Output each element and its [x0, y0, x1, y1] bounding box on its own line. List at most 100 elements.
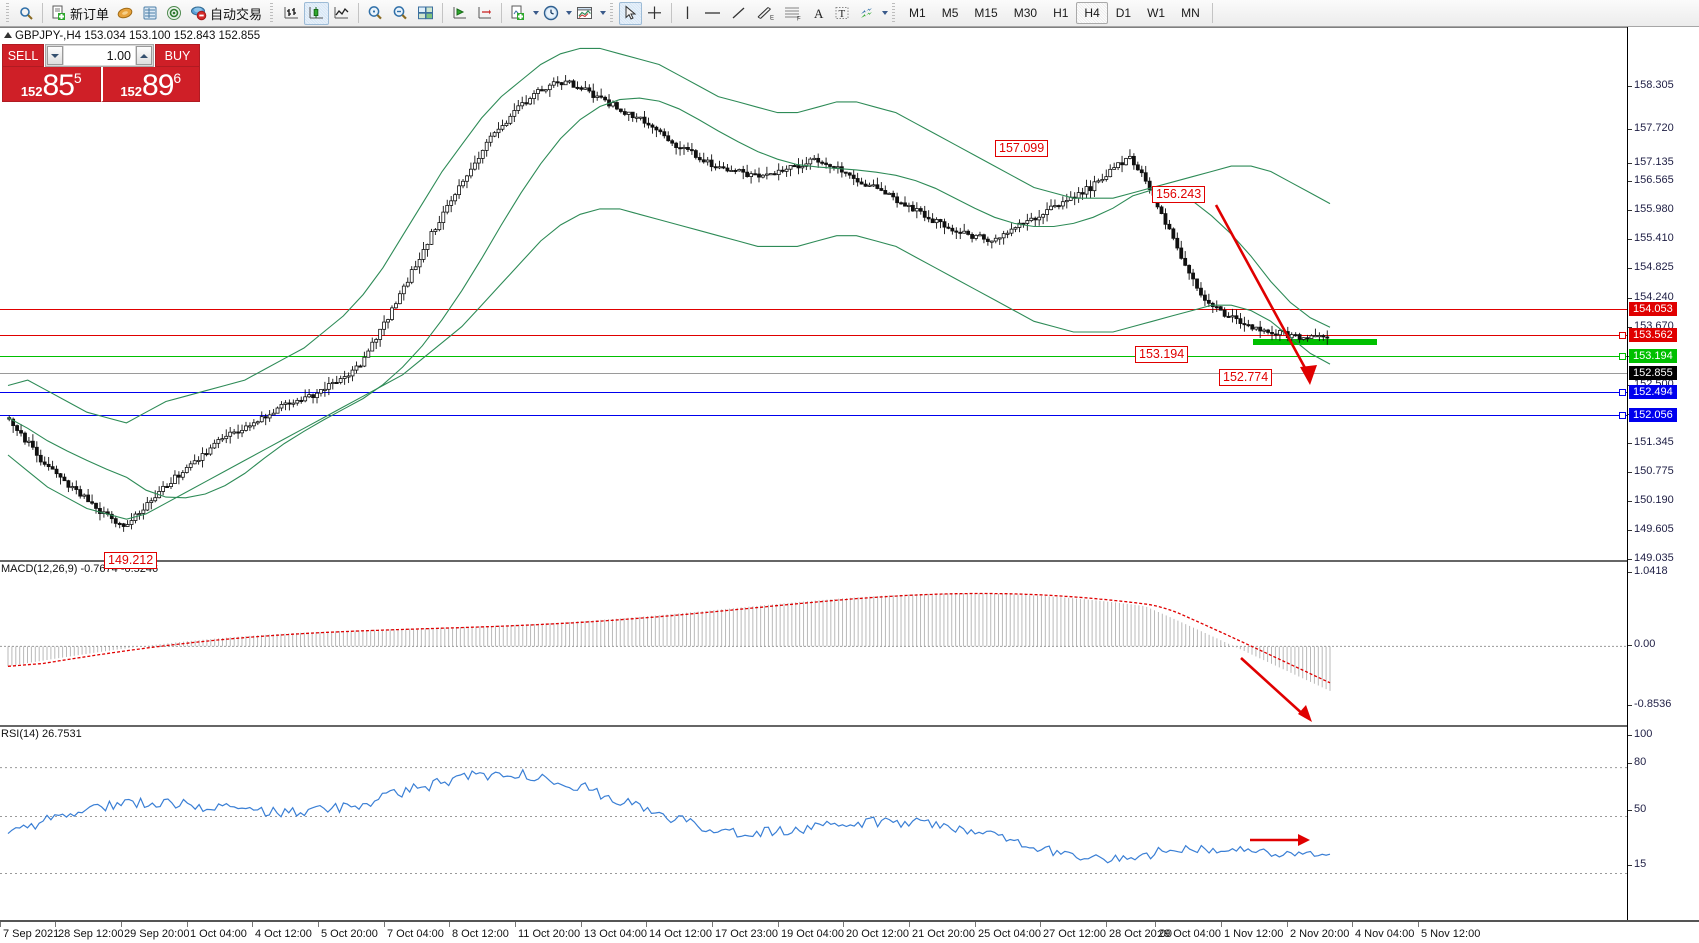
- history-icon-button[interactable]: [113, 2, 138, 25]
- timeframe-h4[interactable]: H4: [1076, 2, 1108, 24]
- price-level-line[interactable]: [0, 392, 1627, 393]
- auto-scroll-button[interactable]: [472, 2, 497, 25]
- price-level-label[interactable]: 152.056: [1629, 408, 1677, 422]
- collapse-arrow-icon[interactable]: [4, 32, 12, 38]
- chevron-down-icon-period[interactable]: [566, 11, 573, 15]
- price-level-line[interactable]: [0, 415, 1627, 416]
- toolbar-grip-4[interactable]: [891, 3, 899, 23]
- auto-trading-label: 自动交易: [210, 6, 263, 22]
- price-annotation[interactable]: 157.099: [995, 140, 1049, 157]
- toolbar-grip-2[interactable]: [269, 3, 277, 23]
- price-annotation[interactable]: 156.243: [1152, 186, 1206, 203]
- price-level-label[interactable]: 152.855: [1629, 366, 1677, 380]
- equidistant-channel-tool-button[interactable]: E: [751, 2, 779, 25]
- add-indicator-button[interactable]: [506, 2, 530, 25]
- toolbar-separator-6: [1211, 3, 1213, 23]
- price-level-label[interactable]: 153.194: [1629, 349, 1677, 363]
- market-watch-button[interactable]: [138, 2, 162, 25]
- new-order-button[interactable]: 新订单: [47, 2, 113, 25]
- sell-price-fraction: 5: [73, 70, 82, 86]
- buy-button[interactable]: BUY: [155, 44, 200, 67]
- tile-windows-button[interactable]: [413, 2, 438, 25]
- timeframe-m15[interactable]: M15: [974, 6, 998, 20]
- cursor-tool-button[interactable]: [15, 2, 38, 25]
- period-button[interactable]: [539, 2, 563, 25]
- navigator-button[interactable]: [162, 2, 186, 25]
- volume-increase-button[interactable]: [136, 46, 152, 65]
- rsi-pane[interactable]: [0, 727, 1627, 920]
- chart-area[interactable]: GBPJPY-,H4 153.034 153.100 152.843 152.8…: [0, 27, 1699, 943]
- timeframe-w1[interactable]: W1: [1147, 6, 1166, 20]
- toolbar-separator-3: [442, 3, 444, 23]
- price-level-label[interactable]: 152.494: [1629, 385, 1677, 399]
- sell-price-integer: 152: [20, 84, 43, 99]
- price-annotation[interactable]: 153.194: [1135, 346, 1189, 363]
- price-level-label[interactable]: 153.562: [1629, 328, 1677, 342]
- text-label-tool-button[interactable]: T: [830, 2, 854, 25]
- sell-button[interactable]: SELL: [2, 44, 44, 67]
- price-level-handle[interactable]: [1619, 412, 1626, 419]
- volume-input[interactable]: 1.00: [64, 46, 135, 65]
- chevron-down-icon-templates[interactable]: [600, 11, 607, 15]
- text-tool-button[interactable]: A: [807, 2, 830, 25]
- timeframe-m30[interactable]: M30: [1013, 6, 1038, 20]
- chevron-down-icon-arrows[interactable]: [882, 11, 889, 15]
- price-level-handle[interactable]: [1619, 389, 1626, 396]
- candlestick-chart-button[interactable]: [304, 1, 330, 25]
- price-level-line[interactable]: [0, 309, 1627, 310]
- buy-price-integer: 152: [120, 84, 143, 99]
- price-level-handle[interactable]: [1619, 332, 1626, 339]
- auto-trading-button[interactable]: 自动交易: [186, 2, 266, 25]
- macd-canvas: [0, 592, 1627, 722]
- svg-text:A: A: [814, 6, 824, 21]
- price-level-line[interactable]: [0, 373, 1627, 374]
- price-level-line[interactable]: [0, 356, 1627, 357]
- timeframe-m1[interactable]: M1: [909, 6, 926, 20]
- timeframe-mn[interactable]: MN: [1181, 6, 1200, 20]
- volume-stepper[interactable]: 1.00: [45, 44, 154, 67]
- arrows-tool-button[interactable]: [854, 2, 879, 25]
- chevron-down-icon-indicators[interactable]: [533, 11, 540, 15]
- toolbar-grip[interactable]: [5, 3, 12, 23]
- timeframe-m5[interactable]: M5: [941, 6, 959, 20]
- support-zone-highlight[interactable]: [1253, 339, 1377, 345]
- timeframe-h1[interactable]: H1: [1053, 6, 1069, 20]
- zoom-out-button[interactable]: [388, 2, 413, 25]
- pane-separator-macd[interactable]: [0, 560, 1699, 562]
- horizontal-line-tool-button[interactable]: [699, 2, 726, 25]
- zoom-in-button[interactable]: [363, 2, 388, 25]
- timeframe-d1[interactable]: D1: [1115, 6, 1132, 20]
- new-order-label: 新订单: [70, 6, 110, 22]
- toolbar-grip-3[interactable]: [609, 3, 617, 23]
- trendline-tool-button[interactable]: [726, 2, 751, 25]
- templates-button[interactable]: [572, 2, 597, 25]
- price-annotation[interactable]: 149.212: [104, 552, 158, 569]
- shift-end-button[interactable]: [447, 2, 472, 25]
- price-level-label[interactable]: 154.053: [1629, 302, 1677, 316]
- price-level-handle[interactable]: [1619, 353, 1626, 360]
- price-pane[interactable]: [0, 41, 1627, 560]
- toolbar-separator-2: [358, 3, 360, 23]
- pane-separator-rsi[interactable]: [0, 725, 1699, 727]
- toolbar-separator-4: [501, 3, 503, 23]
- buy-price-fraction: 6: [173, 70, 182, 86]
- price-annotation[interactable]: 152.774: [1219, 369, 1273, 386]
- buy-price-display[interactable]: 152 89 6: [100, 67, 200, 102]
- price-level-line[interactable]: [0, 335, 1627, 336]
- pointer-tool-button[interactable]: [619, 1, 643, 25]
- time-scale[interactable]: 7 Sep 2021 28 Sep 12:00 29 Sep 20:00 1 Oct …: [0, 920, 1699, 943]
- sell-price-display[interactable]: 152 85 5: [2, 67, 101, 102]
- price-scale[interactable]: 158.305 157.720 157.135 156.565 155.980 155.4…: [1627, 27, 1699, 943]
- symbol-info-bar: GBPJPY-,H4 153.034 153.100 152.843 152.8…: [4, 30, 260, 42]
- line-chart-button[interactable]: [329, 2, 354, 25]
- volume-decrease-button[interactable]: [47, 46, 63, 65]
- fibonacci-tool-button[interactable]: F: [779, 2, 807, 25]
- bar-chart-button[interactable]: [279, 2, 304, 25]
- price-chart-canvas: [7, 47, 1331, 532]
- chevron-up-icon-volume: [140, 53, 148, 58]
- crosshair-tool-button[interactable]: [642, 2, 667, 25]
- vertical-line-tool-button[interactable]: [676, 2, 699, 25]
- one-click-trading-panel[interactable]: SELL 1.00 BUY 152 85 5 152 89 6: [2, 44, 200, 102]
- svg-text:E: E: [770, 16, 774, 22]
- macd-pane[interactable]: [0, 562, 1627, 725]
